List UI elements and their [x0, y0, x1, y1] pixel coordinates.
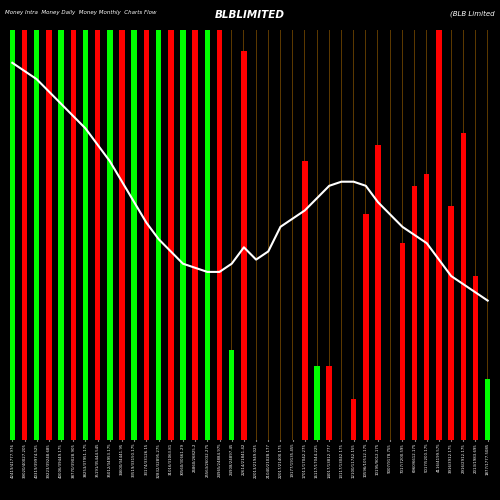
- Bar: [85, 30, 86, 440]
- Bar: [426, 30, 427, 440]
- Bar: [436, 30, 442, 440]
- Bar: [97, 30, 98, 440]
- Bar: [146, 30, 147, 440]
- Bar: [60, 30, 62, 440]
- Bar: [82, 30, 88, 440]
- Bar: [58, 30, 64, 440]
- Bar: [24, 30, 25, 440]
- Bar: [170, 30, 172, 440]
- Bar: [48, 30, 50, 440]
- Text: (BLB Limited: (BLB Limited: [450, 10, 495, 16]
- Bar: [268, 30, 269, 440]
- Bar: [34, 30, 40, 440]
- Bar: [231, 30, 232, 440]
- Bar: [412, 186, 418, 440]
- Bar: [414, 30, 415, 440]
- Bar: [292, 30, 293, 440]
- Bar: [450, 30, 452, 440]
- Bar: [353, 30, 354, 440]
- Bar: [402, 30, 403, 440]
- Bar: [424, 174, 430, 440]
- Bar: [180, 30, 186, 440]
- Bar: [473, 276, 478, 440]
- Bar: [438, 30, 440, 440]
- Bar: [460, 132, 466, 440]
- Bar: [144, 30, 149, 440]
- Bar: [12, 30, 13, 440]
- Bar: [328, 30, 330, 440]
- Bar: [219, 30, 220, 440]
- Bar: [302, 161, 308, 440]
- Bar: [73, 30, 74, 440]
- Bar: [22, 30, 27, 440]
- Bar: [351, 399, 356, 440]
- Bar: [363, 214, 368, 440]
- Bar: [229, 350, 234, 440]
- Bar: [314, 366, 320, 440]
- Bar: [192, 30, 198, 440]
- Text: Money Intra  Money Daily  Money Monthly  Charts Flow: Money Intra Money Daily Money Monthly Ch…: [5, 10, 156, 15]
- Bar: [168, 30, 173, 440]
- Bar: [70, 30, 76, 440]
- Bar: [217, 30, 222, 440]
- Bar: [36, 30, 37, 440]
- Bar: [132, 30, 137, 440]
- Bar: [46, 30, 52, 440]
- Bar: [207, 30, 208, 440]
- Bar: [448, 206, 454, 440]
- Bar: [341, 30, 342, 440]
- Bar: [280, 30, 281, 440]
- Bar: [241, 50, 246, 440]
- Text: BLBLIMITED: BLBLIMITED: [215, 10, 285, 20]
- Bar: [487, 30, 488, 440]
- Bar: [10, 30, 15, 440]
- Bar: [194, 30, 196, 440]
- Bar: [158, 30, 159, 440]
- Bar: [485, 378, 490, 440]
- Bar: [107, 30, 112, 440]
- Bar: [463, 30, 464, 440]
- Bar: [204, 30, 210, 440]
- Bar: [326, 366, 332, 440]
- Bar: [156, 30, 162, 440]
- Bar: [375, 145, 380, 440]
- Bar: [316, 30, 318, 440]
- Bar: [475, 30, 476, 440]
- Bar: [400, 243, 405, 440]
- Bar: [95, 30, 100, 440]
- Bar: [182, 30, 184, 440]
- Bar: [120, 30, 125, 440]
- Bar: [304, 30, 306, 440]
